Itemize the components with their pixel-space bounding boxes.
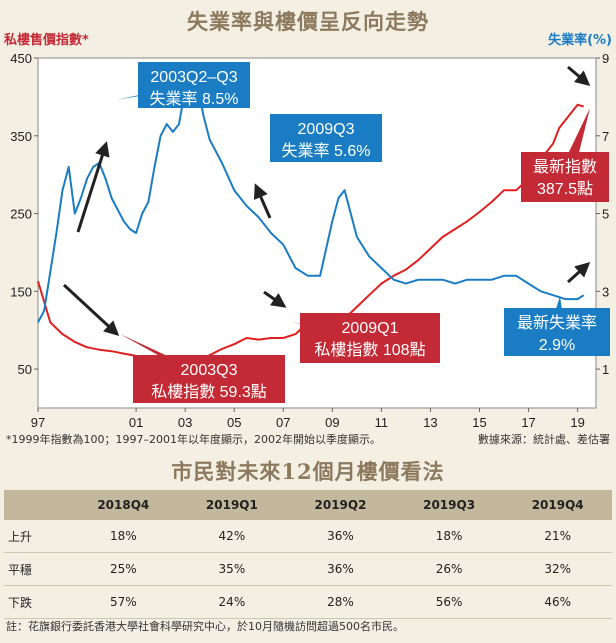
- annotation-arrow: [566, 261, 591, 284]
- y-left-tick-label: 50: [18, 362, 32, 377]
- x-tick-label: 01: [129, 415, 143, 430]
- callout-label: 2003Q3: [181, 362, 238, 379]
- row-label: 上升: [4, 520, 69, 553]
- table-cell: 46%: [503, 585, 612, 619]
- survey-header-cell: 2019Q2: [286, 490, 395, 520]
- x-tick-label: 11: [375, 415, 389, 430]
- table-row: 平穩 25% 35% 36% 26% 32%: [4, 552, 612, 586]
- survey-header-cell: [4, 490, 69, 520]
- table-cell: 56%: [394, 585, 504, 619]
- data-source: 數據來源：統計處、差估署: [478, 433, 610, 446]
- survey-header-row: 2018Q4 2019Q1 2019Q2 2019Q3 2019Q4: [4, 490, 612, 520]
- callout-box: [133, 355, 285, 403]
- annotation-arrow: [253, 183, 272, 219]
- table-cell: 25%: [69, 552, 178, 586]
- table-cell: 57%: [69, 585, 178, 619]
- callout-box: [504, 308, 610, 356]
- y-right-tick-label: 5: [602, 207, 609, 222]
- callout-box: [521, 152, 609, 202]
- table-cell: 42%: [177, 520, 287, 553]
- table-cell: 26%: [394, 552, 504, 586]
- annotation-arrow: [62, 283, 120, 337]
- y-left-tick-label: 350: [10, 129, 32, 144]
- x-tick-label: 13: [423, 415, 437, 430]
- x-tick-label: 19: [570, 415, 584, 430]
- row-label: 平穩: [4, 552, 69, 586]
- x-tick-label: 03: [178, 415, 192, 430]
- y-left-tick-label: 250: [10, 207, 32, 222]
- table-cell: 32%: [503, 552, 612, 586]
- callout-label: 私樓指數 108點: [314, 341, 425, 359]
- callout-label: 失業率 8.5%: [150, 90, 239, 108]
- survey-title: 市民對未來12個月樓價看法: [171, 459, 445, 484]
- x-tick-label: 15: [472, 415, 486, 430]
- annotation-arrow: [567, 65, 591, 86]
- table-cell: 18%: [394, 520, 504, 553]
- y-right-tick-label: 1: [602, 362, 609, 377]
- x-tick-label: 09: [325, 415, 339, 430]
- chart-title: 失業率與樓價呈反向走勢: [187, 9, 429, 34]
- callout-label: 失業率 5.6%: [282, 142, 371, 160]
- callout-label: 2.9%: [539, 337, 575, 354]
- table-cell: 36%: [286, 520, 395, 553]
- y-left-tick-label: 450: [10, 51, 32, 66]
- y-left-axis-label: 私樓售價指數*: [4, 32, 89, 48]
- callout-label: 最新指數: [533, 158, 597, 176]
- survey-footnote: 註：花旗銀行委託香港大學社會科學研究中心，於10月隨機訪問超過500名市民。: [6, 620, 404, 633]
- table-cell: 24%: [177, 585, 287, 619]
- callout-label: 最新失業率: [517, 314, 597, 332]
- callout-box: [300, 313, 440, 363]
- y-right-tick-label: 9: [602, 51, 609, 66]
- x-tick-label: 05: [227, 415, 241, 430]
- table-cell: 36%: [286, 552, 395, 586]
- table-cell: 18%: [69, 520, 178, 553]
- y-left-tick-label: 150: [10, 284, 32, 299]
- table-cell: 21%: [503, 520, 612, 553]
- y-right-tick-label: 7: [602, 129, 609, 144]
- survey-header-cell: 2019Q4: [503, 490, 612, 520]
- table-cell: 35%: [177, 552, 287, 586]
- table-row: 下跌 57% 24% 28% 56% 46%: [4, 585, 612, 619]
- callout-label: 2009Q1: [342, 320, 399, 337]
- annotation-arrow: [76, 141, 110, 233]
- table-cell: 28%: [286, 585, 395, 619]
- callout-label: 387.5點: [537, 180, 593, 198]
- y-right-axis-label: 失業率(%): [548, 32, 612, 48]
- row-label: 下跌: [4, 585, 69, 619]
- index-footnote: *1999年指數為100；1997–2001年以年度顯示，2002年開始以季度顯…: [6, 433, 381, 446]
- survey-header-cell: 2019Q3: [394, 490, 504, 520]
- survey-header-cell: 2018Q4: [69, 490, 178, 520]
- survey-header-cell: 2019Q1: [177, 490, 287, 520]
- callout-label: 私樓指數 59.3點: [151, 383, 267, 401]
- table-row: 上升 18% 42% 36% 18% 21%: [4, 520, 612, 553]
- x-tick-label: 97: [31, 415, 45, 430]
- callout-label: 2009Q3: [298, 121, 355, 138]
- survey-table: 2018Q4 2019Q1 2019Q2 2019Q3 2019Q4 上升 18…: [4, 490, 612, 619]
- callout-label: 2003Q2–Q3: [150, 69, 237, 86]
- annotation-arrow: [263, 290, 287, 308]
- x-tick-label: 17: [521, 415, 535, 430]
- callout-box: [270, 114, 382, 162]
- y-right-tick-label: 3: [602, 284, 609, 299]
- callout-box: [138, 62, 250, 108]
- x-tick-label: 07: [276, 415, 290, 430]
